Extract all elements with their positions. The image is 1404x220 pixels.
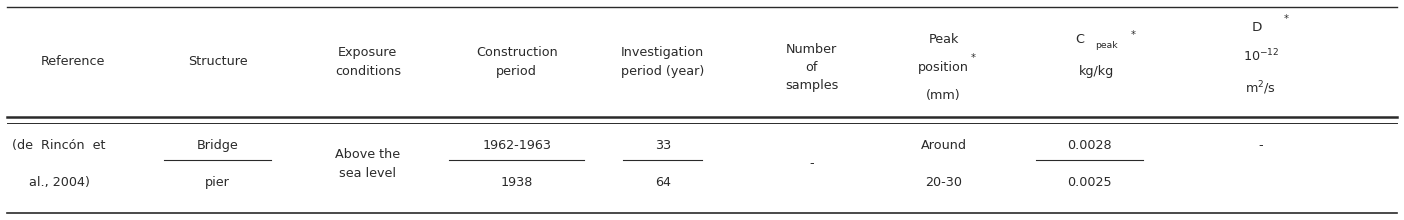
Text: -: - bbox=[1258, 139, 1264, 152]
Text: -: - bbox=[809, 157, 814, 170]
Text: 0.0028: 0.0028 bbox=[1067, 139, 1112, 152]
Text: (de  Rincón  et: (de Rincón et bbox=[13, 139, 105, 152]
Text: Exposure
conditions: Exposure conditions bbox=[334, 46, 402, 78]
Text: C: C bbox=[1075, 33, 1084, 46]
Text: 0.0025: 0.0025 bbox=[1067, 176, 1112, 189]
Text: *: * bbox=[1283, 14, 1289, 24]
Text: Bridge: Bridge bbox=[197, 139, 239, 152]
Text: pier: pier bbox=[205, 176, 230, 189]
Text: Above the
sea level: Above the sea level bbox=[336, 148, 400, 180]
Text: Structure: Structure bbox=[188, 55, 247, 68]
Text: Reference: Reference bbox=[41, 55, 105, 68]
Text: kg/kg: kg/kg bbox=[1078, 65, 1115, 78]
Text: *: * bbox=[970, 53, 976, 63]
Text: D: D bbox=[1251, 21, 1262, 34]
Text: *: * bbox=[1130, 30, 1136, 40]
Text: m$^2$/s: m$^2$/s bbox=[1245, 79, 1276, 97]
Text: Around: Around bbox=[921, 139, 966, 152]
Text: 1962-1963: 1962-1963 bbox=[482, 139, 552, 152]
Text: Number
of
samples: Number of samples bbox=[785, 43, 838, 92]
Text: $10^{-12}$: $10^{-12}$ bbox=[1243, 48, 1279, 64]
Text: 20-30: 20-30 bbox=[925, 176, 962, 189]
Text: peak: peak bbox=[1095, 41, 1118, 50]
Text: position: position bbox=[918, 61, 969, 74]
Text: Peak: Peak bbox=[928, 33, 959, 46]
Text: Investigation
period (year): Investigation period (year) bbox=[621, 46, 705, 78]
Text: 33: 33 bbox=[654, 139, 671, 152]
Text: (mm): (mm) bbox=[927, 89, 960, 102]
Text: Construction
period: Construction period bbox=[476, 46, 557, 78]
Text: 64: 64 bbox=[654, 176, 671, 189]
Text: 1938: 1938 bbox=[500, 176, 534, 189]
Text: al., 2004): al., 2004) bbox=[28, 176, 90, 189]
